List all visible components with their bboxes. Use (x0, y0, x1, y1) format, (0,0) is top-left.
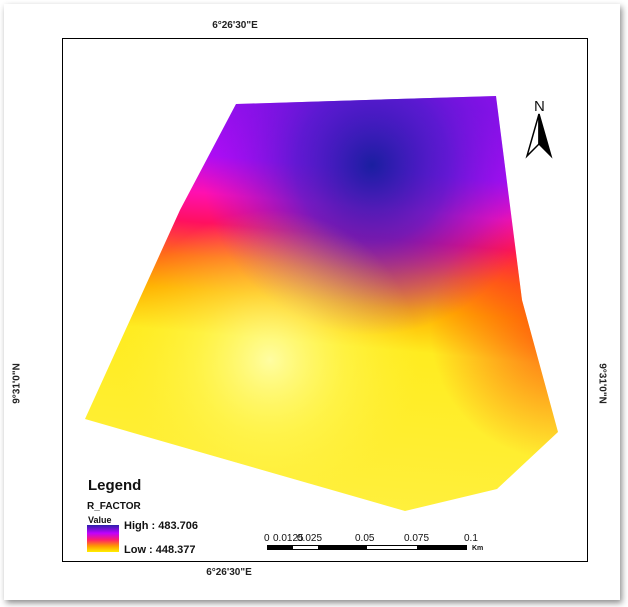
left-latitude-label: 9°31'0"N (11, 363, 23, 404)
scale-unit: Km (472, 545, 484, 552)
scale-tick-label: 0.0125 (273, 533, 304, 544)
scale-tick-label: 0 (264, 533, 270, 544)
legend-high-value: High : 483.706 (124, 520, 198, 532)
north-arrow-icon (525, 113, 553, 159)
north-label: N (534, 98, 545, 115)
legend-layer-name: R_FACTOR (87, 501, 141, 512)
scale-tick-label: 0.1 (464, 533, 478, 544)
map-extent-box (62, 38, 588, 562)
bottom-longitude-label: 6°26'30"E (206, 567, 252, 578)
scale-bar-labels: 0 0.0125 0.025 0.05 0.075 0.1 (260, 533, 500, 547)
scale-tick-label: 0.05 (355, 533, 375, 544)
legend-field-name: Value (88, 515, 112, 525)
legend-title: Legend (88, 477, 142, 494)
legend-color-ramp (87, 525, 119, 552)
top-longitude-label: 6°26'30"E (212, 20, 258, 31)
scale-tick-label: 0.075 (404, 533, 430, 544)
legend-low-value: Low : 448.377 (124, 544, 196, 556)
right-latitude-label: 9°31'0"N (596, 363, 608, 404)
scale-bar (267, 545, 467, 550)
scale-tick-label: 0.025 (297, 533, 323, 544)
